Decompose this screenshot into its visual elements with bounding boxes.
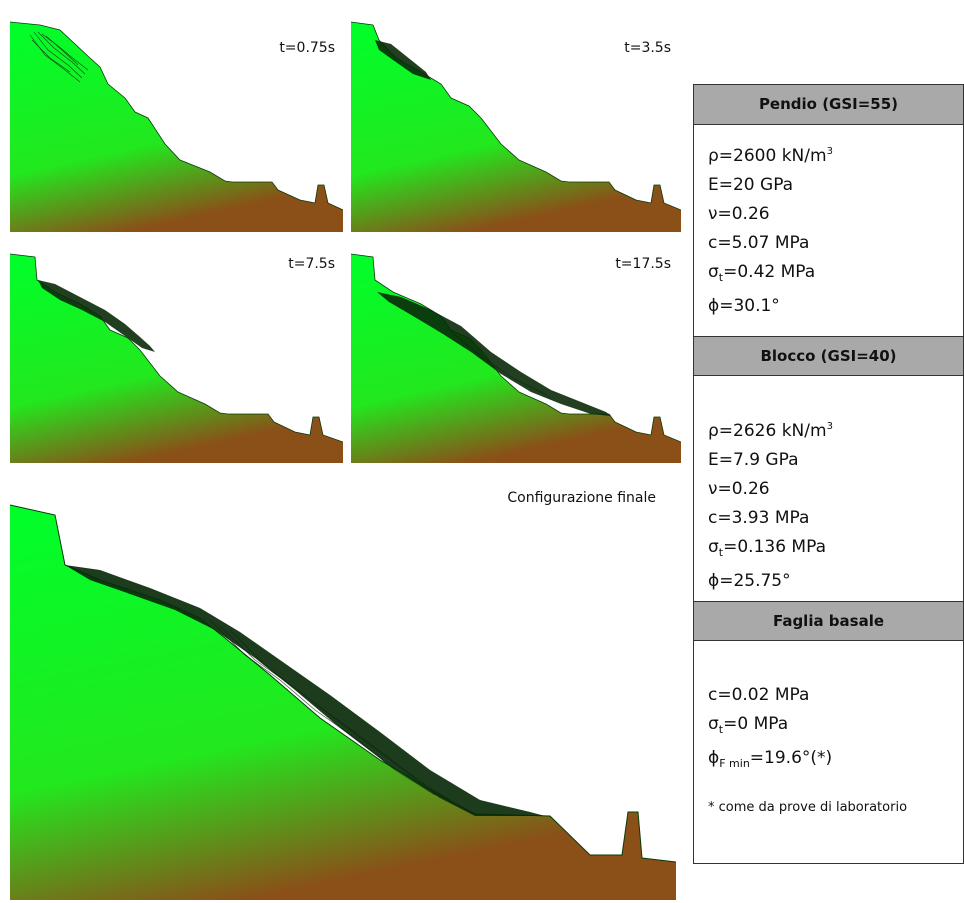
tensile-strength-value: σt=0.42 MPa: [708, 262, 816, 284]
time-label: t=3.5s: [624, 40, 671, 56]
friction-angle-value: ϕ=25.75°: [708, 571, 791, 591]
poisson-value: ν=0.26: [708, 204, 770, 224]
density-value: ρ=2600 kN/m3: [708, 146, 833, 166]
debris-mass: [375, 40, 431, 80]
poisson-value: ν=0.26: [708, 479, 770, 499]
simulation-panel-t075: t=0.75s: [10, 10, 343, 232]
slope-profile: [10, 253, 343, 463]
simulation-panel-t175: t=17.5s: [351, 242, 681, 463]
section-title: Blocco (GSI=40): [760, 347, 897, 365]
section-body-blocco: ρ=2626 kN/m3 E=7.9 GPa ν=0.26 c=3.93 MPa…: [708, 412, 833, 596]
section-title: Pendio (GSI=55): [758, 95, 899, 113]
cohesion-value: c=5.07 MPa: [708, 233, 810, 253]
slope-profile: [351, 253, 681, 463]
simulation-panel-t75: t=7.5s: [10, 242, 343, 463]
slope-profile: [10, 504, 676, 900]
final-configuration-panel: Configurazione finale: [10, 470, 676, 900]
footnote: * come da prove di laboratorio: [708, 800, 908, 815]
friction-angle-value: ϕF min=19.6°(*): [708, 748, 833, 770]
slope-profile: [351, 21, 681, 232]
section-header-blocco: Blocco (GSI=40): [694, 336, 963, 376]
young-modulus-value: E=20 GPa: [708, 175, 794, 195]
cohesion-value: c=3.93 MPa: [708, 508, 810, 528]
section-body-faglia: c=0.02 MPa σt=0 MPa ϕF min=19.6°(*): [708, 681, 832, 778]
section-header-pendio: Pendio (GSI=55): [694, 85, 963, 125]
section-header-faglia: Faglia basale: [694, 601, 963, 641]
debris-mass: [29, 31, 89, 83]
friction-angle-value: ϕ=30.1°: [708, 296, 780, 316]
slope-profile: [10, 21, 343, 232]
density-value: ρ=2626 kN/m3: [708, 421, 833, 441]
debris-mass: [38, 280, 155, 352]
simulation-panel-t35: t=3.5s: [351, 10, 681, 232]
tensile-strength-value: σt=0.136 MPa: [708, 537, 826, 559]
cohesion-value: c=0.02 MPa: [708, 685, 810, 705]
section-title: Faglia basale: [772, 612, 885, 630]
section-body-pendio: ρ=2600 kN/m3 E=20 GPa ν=0.26 c=5.07 MPa …: [708, 137, 833, 321]
time-label: t=7.5s: [288, 256, 335, 272]
time-label: t=0.75s: [279, 40, 335, 56]
final-configuration-label: Configurazione finale: [507, 490, 656, 506]
material-properties-table: Pendio (GSI=55) ρ=2600 kN/m3 E=20 GPa ν=…: [693, 84, 964, 864]
time-label: t=17.5s: [615, 256, 671, 272]
young-modulus-value: E=7.9 GPa: [708, 450, 799, 470]
debris-mass: [377, 292, 611, 416]
tensile-strength-value: σt=0 MPa: [708, 714, 789, 736]
debris-mass: [65, 565, 545, 816]
